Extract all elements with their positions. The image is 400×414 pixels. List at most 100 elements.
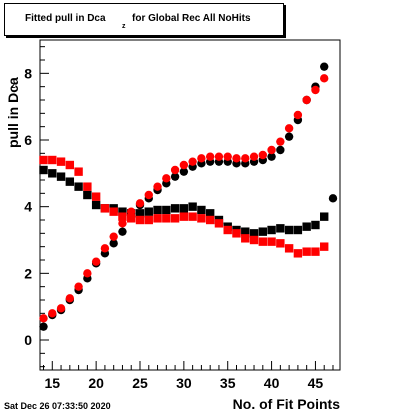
data-point <box>197 205 206 215</box>
data-point <box>170 165 180 175</box>
data-point <box>56 157 66 166</box>
data-point <box>293 225 303 235</box>
data-point <box>39 155 48 165</box>
data-point <box>83 182 92 191</box>
y-tick-label: 2 <box>24 265 32 281</box>
data-point <box>153 182 162 191</box>
data-point <box>65 177 75 186</box>
data-point <box>39 322 48 331</box>
y-axis-label-subscript: z <box>11 80 16 90</box>
y-tick-label: 0 <box>24 332 32 348</box>
data-point <box>258 227 268 236</box>
data-point <box>170 204 180 213</box>
data-point <box>197 214 206 223</box>
x-tick-label: 30 <box>176 375 192 391</box>
y-tick-label: 6 <box>24 132 32 148</box>
data-point <box>241 234 250 243</box>
data-point <box>48 169 57 178</box>
data-point <box>214 152 224 161</box>
data-point <box>109 239 118 248</box>
data-point <box>144 190 153 200</box>
chart-title-rest: for Global Rec All NoHits <box>132 13 251 24</box>
x-tick-label: 35 <box>220 375 236 391</box>
data-point <box>188 157 197 166</box>
data-point <box>214 219 224 228</box>
data-point <box>276 224 285 233</box>
timestamp: Sat Dec 26 07:33:50 2020 <box>4 401 111 411</box>
data-point <box>302 247 311 256</box>
data-point <box>118 212 127 221</box>
data-point <box>302 95 311 105</box>
data-point <box>109 232 118 241</box>
data-point <box>267 152 276 161</box>
data-marks <box>39 62 338 331</box>
data-point <box>118 207 127 216</box>
data-point <box>91 200 101 210</box>
data-point <box>205 215 215 225</box>
data-point <box>118 227 127 236</box>
data-point <box>135 209 145 218</box>
data-point <box>153 214 162 223</box>
data-point <box>100 244 110 253</box>
data-point <box>74 282 83 291</box>
data-point <box>127 214 136 223</box>
data-point <box>311 220 320 230</box>
data-point <box>276 239 285 248</box>
data-point <box>232 154 241 163</box>
data-point <box>65 160 75 170</box>
data-point <box>56 304 66 313</box>
data-point <box>56 172 66 181</box>
data-point <box>320 242 329 251</box>
data-point <box>109 207 118 216</box>
data-point <box>83 190 92 200</box>
x-tick-label: 15 <box>44 375 60 391</box>
data-point <box>188 212 197 221</box>
y-axis-label-group: pull in Dca z <box>4 40 24 150</box>
data-point <box>162 205 171 215</box>
data-point <box>249 235 259 245</box>
data-point <box>293 110 303 120</box>
data-point <box>320 74 329 83</box>
data-point <box>249 229 259 238</box>
data-point <box>179 204 189 213</box>
data-point <box>179 160 189 170</box>
data-point <box>74 167 83 176</box>
data-point <box>118 219 127 228</box>
data-point <box>170 172 180 181</box>
data-point <box>258 237 268 246</box>
data-point <box>293 249 303 258</box>
data-point <box>302 222 311 231</box>
data-point <box>162 214 171 223</box>
data-point <box>127 207 136 216</box>
data-point <box>311 247 320 256</box>
data-point <box>144 207 153 216</box>
axes: 15 20 25 30 35 40 45 0 2 4 6 8 <box>24 46 334 391</box>
data-point <box>267 225 276 235</box>
x-tick-label: 20 <box>88 375 104 391</box>
data-point <box>205 209 215 218</box>
data-point <box>267 145 276 155</box>
data-point <box>223 225 232 235</box>
data-point <box>241 227 250 236</box>
data-point <box>276 137 285 146</box>
data-point <box>170 214 180 223</box>
x-tick-label: 45 <box>308 375 324 391</box>
data-point <box>197 154 206 163</box>
data-point <box>91 257 101 266</box>
data-point <box>267 237 276 246</box>
data-point <box>328 194 338 203</box>
data-point <box>284 225 294 235</box>
x-tick-label: 25 <box>132 375 148 391</box>
data-point <box>162 174 171 183</box>
chart-title-subscript: z <box>122 23 126 30</box>
data-point <box>241 154 250 163</box>
title-box: Fitted pull in Dca z for Global Rec All … <box>4 3 284 36</box>
x-tick-label: 40 <box>264 375 280 391</box>
data-point <box>276 145 285 155</box>
data-point <box>83 269 92 278</box>
data-point <box>223 152 232 161</box>
data-point <box>153 205 162 215</box>
data-point <box>284 244 294 253</box>
data-point <box>258 150 268 160</box>
